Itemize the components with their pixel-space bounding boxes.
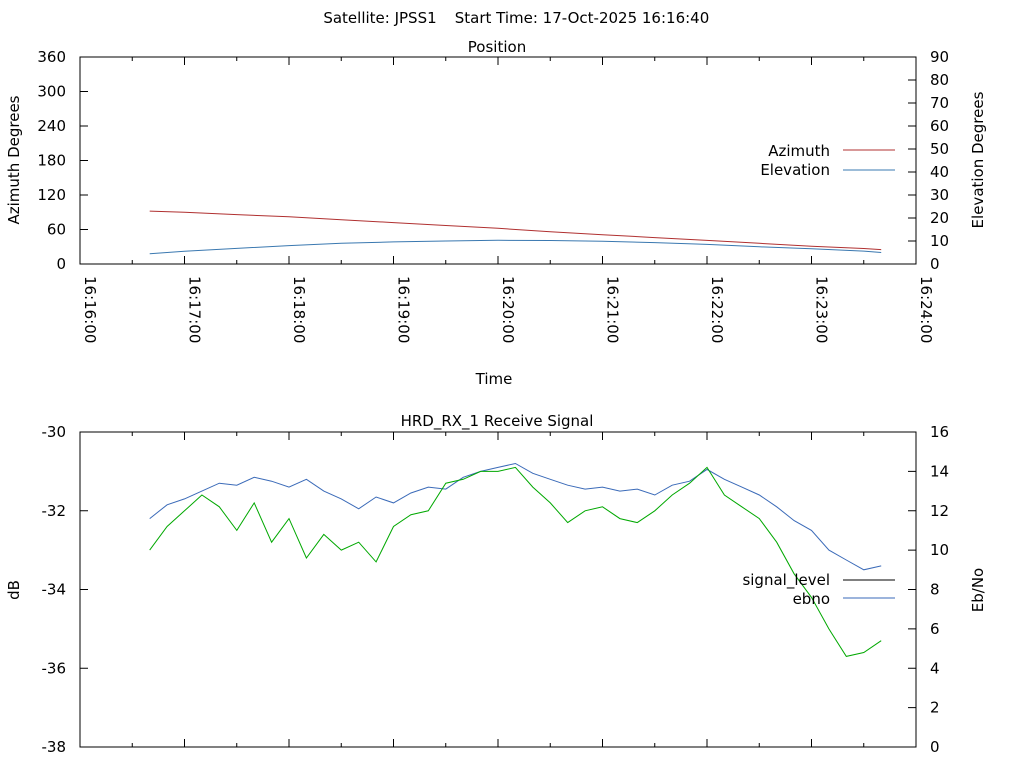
ebno-tick-label: 6 <box>930 620 940 638</box>
elevation-tick-label: 40 <box>930 163 949 181</box>
x-tick-label: 16:20:00 <box>499 276 517 343</box>
azimuth-tick-label: 360 <box>37 48 66 66</box>
elevation-tick-label: 0 <box>930 255 940 273</box>
ebno-tick-label: 16 <box>930 423 949 441</box>
position-chart: Position 16:16:00 16:17:00 16:18:00 16:19:0… <box>5 38 987 388</box>
satellite-label: Satellite: JPSS1 <box>323 9 436 27</box>
legend-label-ebno: ebno <box>793 590 830 608</box>
azimuth-axis-label: Azimuth Degrees <box>5 95 23 224</box>
db-axis-label: dB <box>5 580 23 600</box>
azimuth-tick-label: 120 <box>37 186 66 204</box>
elevation-tick-label: 80 <box>930 71 949 89</box>
x-tick-label: 16:21:00 <box>604 276 622 343</box>
ebno-tick-label: 0 <box>930 738 940 756</box>
receive-signal-chart-title: HRD_RX_1 Receive Signal <box>401 412 594 431</box>
legend-label-elevation: Elevation <box>760 161 830 179</box>
position-legend: Azimuth Elevation <box>760 142 895 179</box>
series-line-ebno <box>149 462 882 571</box>
db-tick-label: -32 <box>42 502 67 520</box>
elevation-tick-label: 10 <box>930 232 949 250</box>
x-tick-label: 16:23:00 <box>813 276 831 343</box>
series-line-elevation <box>149 239 882 255</box>
ebno-tick-label: 14 <box>930 462 949 480</box>
x-tick-label: 16:16:00 <box>81 276 99 343</box>
db-tick-label: -30 <box>42 423 67 441</box>
time-axis-label: Time <box>475 370 513 388</box>
azimuth-tick-label: 300 <box>37 83 66 101</box>
ebno-tick-label: 10 <box>930 541 949 559</box>
elevation-tick-label: 30 <box>930 186 949 204</box>
x-tick-label: 16:17:00 <box>186 276 204 343</box>
series-line-azimuth <box>149 210 882 251</box>
legend-label-azimuth: Azimuth <box>768 142 830 160</box>
x-tick-label: 16:19:00 <box>395 276 413 343</box>
elevation-tick-label: 90 <box>930 48 949 66</box>
series-line-signal-trace-2 <box>149 466 882 657</box>
elevation-axis-label: Elevation Degrees <box>969 91 987 228</box>
signal-plot-frame <box>79 431 917 748</box>
elevation-tick-label: 50 <box>930 140 949 158</box>
signal-legend: signal_level ebno <box>742 571 895 608</box>
ebno-tick-label: 4 <box>930 659 940 677</box>
legend-label-signal-level: signal_level <box>742 571 830 590</box>
azimuth-tick-label: 60 <box>47 221 66 239</box>
x-tick-label: 16:24:00 <box>917 276 935 343</box>
elevation-tick-label: 60 <box>930 117 949 135</box>
x-tick-label: 16:18:00 <box>290 276 308 343</box>
receive-signal-chart: HRD_RX_1 Receive Signal -30 -32 -34 -36 -38 0… <box>5 412 987 756</box>
ebno-axis-label: Eb/No <box>969 568 987 612</box>
azimuth-tick-label: 0 <box>56 255 66 273</box>
ebno-tick-label: 2 <box>930 699 940 717</box>
db-tick-label: -38 <box>42 738 67 756</box>
azimuth-tick-label: 180 <box>37 152 66 170</box>
start-time-label: Start Time: 17-Oct-2025 16:16:40 <box>455 9 710 27</box>
db-tick-label: -34 <box>42 581 67 599</box>
db-tick-label: -36 <box>42 659 67 677</box>
azimuth-tick-label: 240 <box>37 117 66 135</box>
ebno-tick-label: 12 <box>930 502 949 520</box>
elevation-tick-label: 20 <box>930 209 949 227</box>
x-tick-label: 16:22:00 <box>708 276 726 343</box>
position-chart-title: Position <box>468 38 526 56</box>
ebno-tick-label: 8 <box>930 581 940 599</box>
elevation-tick-label: 70 <box>930 94 949 112</box>
